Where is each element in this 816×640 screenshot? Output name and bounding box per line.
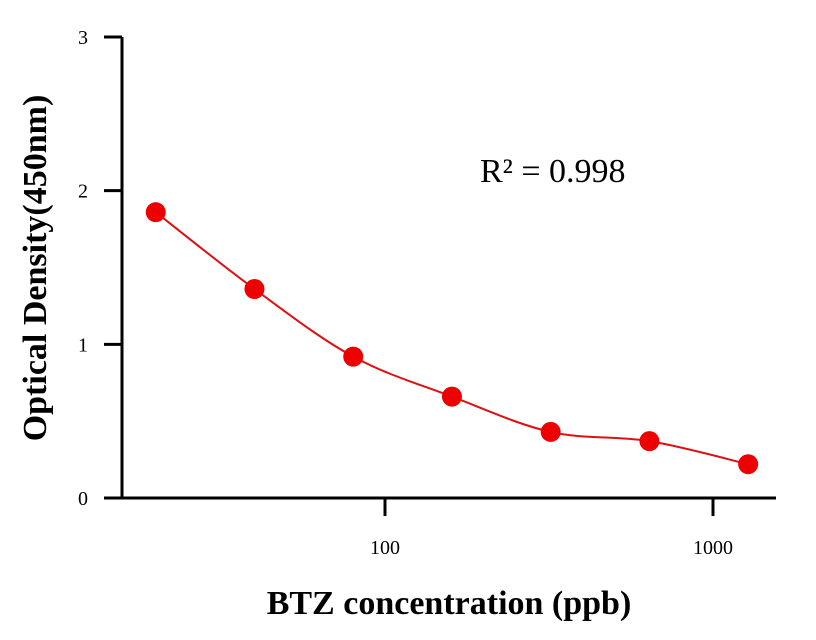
y-axis-title: Optical Density(450nm)	[17, 95, 54, 442]
y-tick-label: 2	[78, 181, 88, 203]
data-point	[441, 386, 462, 407]
data-point	[145, 202, 166, 223]
fit-curve-layer	[155, 211, 749, 466]
data-point	[244, 279, 265, 300]
data-points-layer	[145, 202, 759, 475]
y-tick-label: 0	[78, 488, 88, 510]
data-point	[540, 421, 561, 442]
data-point	[343, 346, 364, 367]
x-tick-label: 1000	[693, 537, 733, 559]
y-tick-label: 1	[78, 334, 88, 356]
fit-curve	[155, 211, 749, 466]
x-ticks: 100 1000	[370, 498, 733, 559]
y-tick-label: 3	[78, 27, 88, 49]
r-squared-annotation: R² = 0.998	[480, 153, 626, 190]
y-ticks: 0 1 2 3	[78, 27, 122, 510]
x-tick-label: 100	[370, 537, 400, 559]
x-axis-title: BTZ concentration (ppb)	[267, 585, 632, 622]
data-point	[639, 431, 660, 452]
data-point	[738, 454, 759, 475]
